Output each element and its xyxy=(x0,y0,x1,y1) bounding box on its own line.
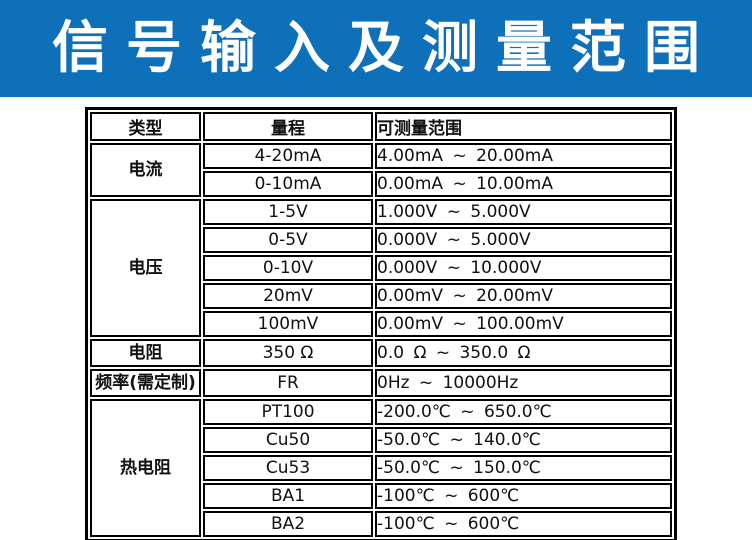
range-cell: FR xyxy=(203,369,373,397)
signal-range-table: 类型 量程 可测量范围 电流 4-20mA 4.00mA ~ 20.00mA 0-10… xyxy=(85,107,677,540)
range-cell: 350 Ω xyxy=(203,339,373,367)
type-cell: 电压 xyxy=(90,199,201,337)
table-row: 0-5V 0.000V ~ 5.000V xyxy=(90,227,672,253)
measurable-range-cell: -50.0℃ ~ 140.0℃ xyxy=(375,427,672,453)
range-cell: Cu50 xyxy=(203,427,373,453)
measurable-range-cell: 0.00mV ~ 20.00mV xyxy=(375,283,672,309)
type-cell: 频率(需定制) xyxy=(90,369,201,397)
table-row: 频率(需定制) FR 0Hz ~ 10000Hz xyxy=(90,369,672,397)
measurable-range-cell: -50.0℃ ~ 150.0℃ xyxy=(375,455,672,481)
header-type: 类型 xyxy=(90,112,201,141)
header-range: 量程 xyxy=(203,112,373,141)
table-row: Cu50 -50.0℃ ~ 140.0℃ xyxy=(90,427,672,453)
range-cell: 20mV xyxy=(203,283,373,309)
measurable-range-cell: 0.00mV ~ 100.00mV xyxy=(375,311,672,337)
measurable-range-cell: 0.000V ~ 5.000V xyxy=(375,227,672,253)
range-cell: BA2 xyxy=(203,511,373,537)
type-cell: 电流 xyxy=(90,143,201,197)
header-measurable-range: 可测量范围 xyxy=(375,112,672,141)
table-row: 100mV 0.00mV ~ 100.00mV xyxy=(90,311,672,337)
range-cell: PT100 xyxy=(203,399,373,425)
range-cell: BA1 xyxy=(203,483,373,509)
table-row: 20mV 0.00mV ~ 20.00mV xyxy=(90,283,672,309)
type-cell: 热电阻 xyxy=(90,399,201,537)
measurable-range-cell: 4.00mA ~ 20.00mA xyxy=(375,143,672,169)
range-cell: 100mV xyxy=(203,311,373,337)
measurable-range-cell: -100℃ ~ 600℃ xyxy=(375,483,672,509)
table-row: 电压 1-5V 1.000V ~ 5.000V xyxy=(90,199,672,337)
measurable-range-cell: -100℃ ~ 600℃ xyxy=(375,511,672,537)
range-cell: 0-10V xyxy=(203,255,373,281)
table-header-row: 类型 量程 可测量范围 xyxy=(90,112,672,141)
page-title: 信号输入及测量范围 xyxy=(52,15,718,81)
measurable-range-cell: 0.00mA ~ 10.00mA xyxy=(375,171,672,197)
table-row: BA2 -100℃ ~ 600℃ xyxy=(90,511,672,537)
measurable-range-cell: 0Hz ~ 10000Hz xyxy=(375,369,672,397)
measurable-range-cell: -200.0℃ ~ 650.0℃ xyxy=(375,399,672,425)
table-row: 电阻 350 Ω 0.0 Ω ~ 350.0 Ω xyxy=(90,339,672,367)
table-row: Cu53 -50.0℃ ~ 150.0℃ xyxy=(90,455,672,481)
range-cell: 4-20mA xyxy=(203,143,373,169)
type-cell: 电阻 xyxy=(90,339,201,367)
title-banner: 信号输入及测量范围 xyxy=(0,0,752,97)
table-row: 0-10mA 0.00mA ~ 10.00mA xyxy=(90,171,672,197)
range-cell: 1-5V xyxy=(203,199,373,225)
range-cell: 0-5V xyxy=(203,227,373,253)
range-cell: 0-10mA xyxy=(203,171,373,197)
table-row: BA1 -100℃ ~ 600℃ xyxy=(90,483,672,509)
table-row: 0-10V 0.000V ~ 10.000V xyxy=(90,255,672,281)
measurable-range-cell: 0.0 Ω ~ 350.0 Ω xyxy=(375,339,672,367)
measurable-range-cell: 1.000V ~ 5.000V xyxy=(375,199,672,225)
table-row: 电流 4-20mA 4.00mA ~ 20.00mA xyxy=(90,143,672,197)
measurable-range-cell: 0.000V ~ 10.000V xyxy=(375,255,672,281)
signal-range-table-container: 类型 量程 可测量范围 电流 4-20mA 4.00mA ~ 20.00mA 0-10… xyxy=(85,107,677,540)
range-cell: Cu53 xyxy=(203,455,373,481)
table-row: 热电阻 PT100 -200.0℃ ~ 650.0℃ xyxy=(90,399,672,537)
